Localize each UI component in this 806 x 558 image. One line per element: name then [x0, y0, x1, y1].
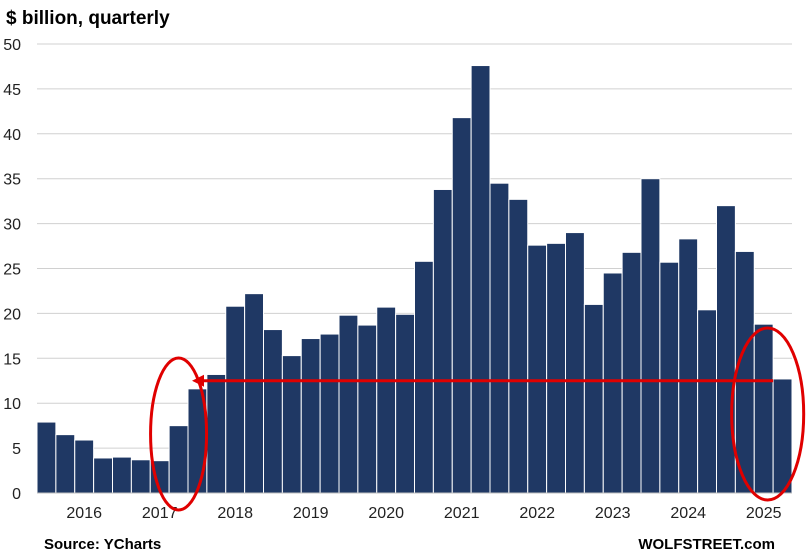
x-tick-label: 2024: [670, 505, 706, 522]
bar-2021-Q2: [451, 117, 472, 494]
y-tick-label: 20: [3, 306, 21, 323]
y-tick-label: 50: [3, 37, 21, 54]
bar-2016-Q3: [93, 457, 113, 494]
x-tick-label: 2020: [368, 505, 404, 522]
bar-2018-Q3: [244, 293, 264, 494]
x-tick-label: 2021: [444, 505, 480, 522]
source-label: Source: YCharts: [44, 536, 161, 553]
bar-2023-Q4: [640, 178, 661, 494]
bar-2022-Q2: [527, 244, 548, 494]
bar-2020-Q2: [376, 306, 397, 494]
highlight-ellipse-left: [149, 356, 209, 512]
bar-2018-Q1: [206, 373, 227, 494]
bar-2019-Q3: [319, 333, 340, 494]
x-tick-label: 2025: [746, 505, 782, 522]
y-tick-label: 45: [3, 82, 21, 99]
bar-2021-Q3: [470, 65, 491, 494]
bar-2020-Q3: [395, 313, 415, 494]
bar-2018-Q2: [225, 305, 246, 494]
bar-2016-Q4: [112, 456, 132, 494]
chart-title: $ billion, quarterly: [6, 8, 170, 29]
y-tick-label: 5: [12, 441, 21, 458]
bar-2025-Q2: [753, 323, 774, 494]
bar-2022-Q4: [565, 232, 585, 494]
bar-2024-Q2: [678, 238, 699, 494]
bar-2018-Q4: [263, 329, 283, 494]
bar-2016-Q1: [55, 434, 76, 494]
bar-2021-Q1: [432, 188, 453, 494]
bar-2021-Q4: [489, 182, 510, 494]
x-axis-ticks: 2016 2017 2018 2019 2020 2021 2022 2023 2024 2025: [66, 505, 781, 522]
y-tick-label: 10: [3, 396, 21, 413]
y-tick-label: 35: [3, 172, 21, 189]
bar-2019-Q4: [338, 314, 359, 494]
bar-2024-Q3: [697, 309, 717, 494]
y-axis-ticks: 0 5 10 15 20 25 30 35 40 45 50: [3, 37, 21, 503]
bar-2020-Q4: [414, 260, 434, 494]
bar-2023-Q2: [602, 272, 623, 494]
bar-2023-Q3: [621, 251, 642, 494]
bar-2024-Q4: [716, 205, 736, 494]
x-tick-label: 2016: [66, 505, 102, 522]
x-tick-label: 2023: [595, 505, 631, 522]
y-tick-label: 25: [3, 262, 21, 279]
bar-2025-Q3: [772, 378, 793, 494]
x-tick-label: 2018: [217, 505, 253, 522]
bar-2016-Q2: [74, 439, 95, 494]
annotations: [149, 326, 806, 512]
x-tick-label: 2017: [142, 505, 178, 522]
bar-2019-Q2: [300, 338, 321, 494]
bar-2022-Q1: [508, 198, 529, 494]
bar-2025-Q1: [734, 250, 755, 494]
bar-2019-Q1: [281, 355, 302, 494]
y-tick-label: 0: [12, 486, 21, 503]
y-tick-label: 40: [3, 127, 21, 144]
y-tick-label: 15: [3, 351, 21, 368]
bar-2017-Q3: [168, 425, 189, 494]
bar-2015-Q4: [36, 421, 57, 494]
highlight-ellipse-right: [730, 326, 806, 502]
bar-2024-Q1: [659, 261, 680, 494]
brand-label: WOLFSTREET.com: [638, 536, 775, 553]
bar-2020-Q1: [357, 324, 378, 494]
bar-2022-Q3: [546, 242, 566, 494]
bar-2023-Q1: [583, 303, 604, 494]
bar-2017-Q1: [130, 459, 151, 494]
x-tick-label: 2019: [293, 505, 329, 522]
y-tick-label: 30: [3, 217, 21, 234]
x-tick-label: 2022: [519, 505, 555, 522]
